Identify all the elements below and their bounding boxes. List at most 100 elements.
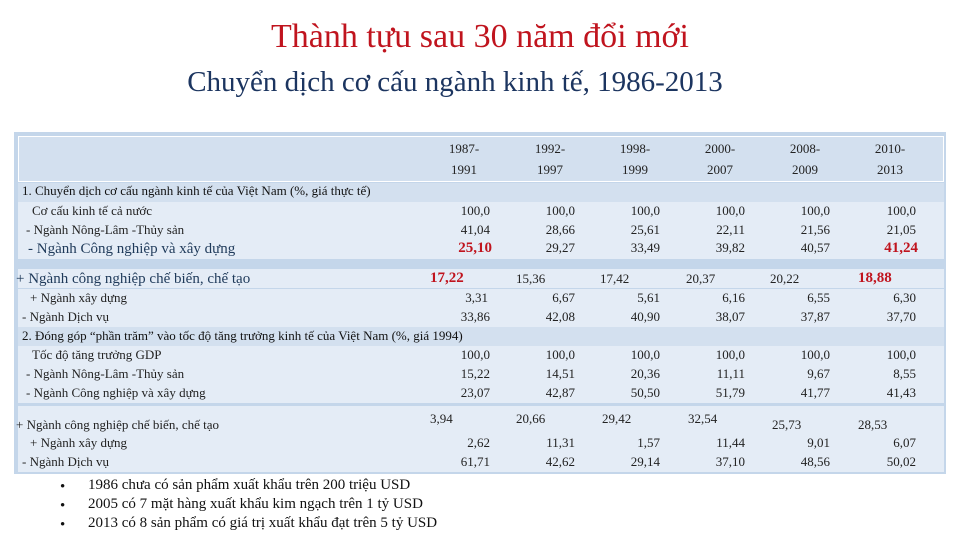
table-cell-highlight: 25,10 [458, 240, 492, 256]
row-label: Cơ cấu kinh tế cả nước [32, 203, 153, 218]
table-cell: 100,0 [800, 347, 830, 362]
table-cell: 51,79 [715, 385, 745, 400]
column-header: 1998- 1999 [619, 141, 651, 177]
row-label: Tốc độ tăng trưởng GDP [32, 347, 162, 362]
table-cell: 37,10 [715, 454, 745, 469]
table-cell: 8,55 [893, 366, 916, 381]
list-item: 1986 chưa có sản phẩm xuất khẩu trên 200… [88, 477, 411, 493]
table-cell: 37,87 [800, 309, 830, 324]
table-row [18, 221, 944, 240]
table-cell: 100,0 [460, 203, 490, 218]
table-cell: 11,31 [546, 435, 575, 450]
table-cell: 42,62 [545, 454, 575, 469]
table-cell: 28,66 [545, 222, 575, 237]
table-cell: 33,49 [630, 240, 660, 255]
row-label: + Ngành công nghiệp chế biến, chế tạo [16, 271, 251, 287]
table-cell: 48,56 [800, 454, 830, 469]
table-row [18, 434, 944, 453]
column-header: 2010- 2013 [874, 141, 906, 177]
table-cell: 17,42 [600, 271, 630, 286]
row-label: + Ngành xây dựng [30, 290, 128, 305]
bullet-icon: • [60, 517, 66, 533]
table-cell: 40,90 [630, 309, 660, 324]
table-cell: 33,86 [460, 309, 490, 324]
table-cell: 15,22 [460, 366, 490, 381]
table-cell: 6,30 [893, 290, 916, 305]
table-row [18, 269, 944, 288]
table-cell: 11,44 [716, 435, 745, 450]
table-row [18, 289, 944, 308]
table-cell: 50,50 [630, 385, 660, 400]
table-cell: 14,51 [545, 366, 575, 381]
table-row [18, 384, 944, 403]
table-cell-highlight: 41,24 [884, 240, 918, 256]
table-cell-highlight: 18,88 [858, 270, 892, 286]
table-cell: 28,53 [858, 417, 888, 432]
column-header: 2008- 2009 [789, 141, 821, 177]
column-header: 1987- 1991 [448, 141, 480, 177]
row-label: - Ngành Nông-Lâm -Thủy sản [26, 222, 185, 237]
table-cell: 100,0 [545, 347, 575, 362]
table-row [18, 202, 944, 221]
bullet-icon: • [60, 498, 66, 514]
table-cell: 9,01 [807, 435, 830, 450]
section-row [18, 183, 944, 202]
section-row [18, 327, 944, 346]
list-item: 2013 có 8 sản phẩm có giá trị xuất khẩu … [88, 515, 438, 531]
table-cell: 29,27 [545, 240, 575, 255]
table-cell: 100,0 [886, 347, 916, 362]
table-row [18, 453, 944, 472]
table-cell: 11,11 [716, 366, 745, 381]
table-cell: 6,16 [722, 290, 745, 305]
table-cell: 15,36 [516, 271, 546, 286]
table-cell: 6,07 [893, 435, 916, 450]
table-cell: 23,07 [460, 385, 490, 400]
table-row [18, 365, 944, 384]
table-cell: 37,70 [886, 309, 916, 324]
table-cell: 2,62 [467, 435, 490, 450]
table-cell: 100,0 [715, 347, 745, 362]
table-cell: 100,0 [630, 347, 660, 362]
table-cell: 20,37 [686, 271, 716, 286]
table-cell: 40,57 [800, 240, 830, 255]
table-row [18, 308, 944, 327]
table-cell: 25,73 [772, 417, 802, 432]
table-cell: 21,05 [886, 222, 916, 237]
column-header: 2000- 2007 [704, 141, 736, 177]
slide-title: Thành tựu sau 30 năm đổi mới [271, 18, 689, 55]
table-cell: 3,94 [430, 411, 453, 426]
table-row [18, 346, 944, 365]
table-cell: 100,0 [545, 203, 575, 218]
table-cell: 9,67 [807, 366, 830, 381]
row-label: + Ngành xây dựng [30, 435, 128, 450]
table-cell: 22,11 [716, 222, 745, 237]
table-cell: 39,82 [715, 240, 745, 255]
bullet-icon: • [60, 479, 66, 495]
table-cell: 29,14 [630, 454, 660, 469]
table-cell: 100,0 [460, 347, 490, 362]
table-cell: 6,67 [552, 290, 575, 305]
table-row [18, 240, 944, 259]
table-cell: 21,56 [800, 222, 830, 237]
table-cell: 100,0 [800, 203, 830, 218]
table-cell: 20,36 [630, 366, 660, 381]
table-cell: 25,61 [630, 222, 660, 237]
table-cell: 61,71 [460, 454, 490, 469]
table-cell: 42,87 [545, 385, 575, 400]
row-label: - Ngành Công nghiệp và xây dựng [26, 385, 206, 400]
list-item: 2005 có 7 mặt hàng xuất khẩu kim ngạch t… [88, 496, 423, 512]
table-header [18, 136, 944, 182]
table-cell: 1,57 [637, 435, 660, 450]
table-cell: 38,07 [715, 309, 745, 324]
row-label: - Ngành Công nghiệp và xây dựng [28, 241, 236, 257]
row-label: - Ngành Nông-Lâm -Thủy sản [26, 366, 185, 381]
table-cell: 100,0 [630, 203, 660, 218]
table-cell: 6,55 [807, 290, 830, 305]
table-cell: 100,0 [886, 203, 916, 218]
column-header: 1992- 1997 [534, 141, 566, 177]
table-cell-highlight: 17,22 [430, 270, 464, 286]
table-cell: 3,31 [465, 290, 488, 305]
section-title: 2. Đóng góp “phần trăm” vào tốc độ tăng … [22, 328, 463, 343]
row-label: - Ngành Dịch vụ [22, 309, 110, 324]
table-cell: 20,66 [516, 411, 546, 426]
